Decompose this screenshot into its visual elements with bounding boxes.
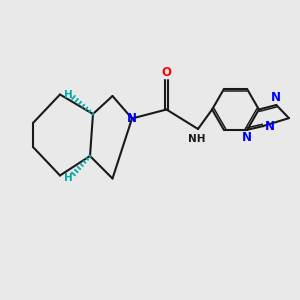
- Text: N: N: [127, 112, 137, 125]
- Text: O: O: [161, 66, 172, 80]
- Text: N: N: [271, 91, 281, 104]
- Text: N: N: [264, 120, 274, 133]
- Text: H: H: [64, 172, 73, 183]
- Text: N: N: [242, 131, 252, 144]
- Text: NH: NH: [188, 134, 205, 144]
- Text: H: H: [64, 89, 73, 100]
